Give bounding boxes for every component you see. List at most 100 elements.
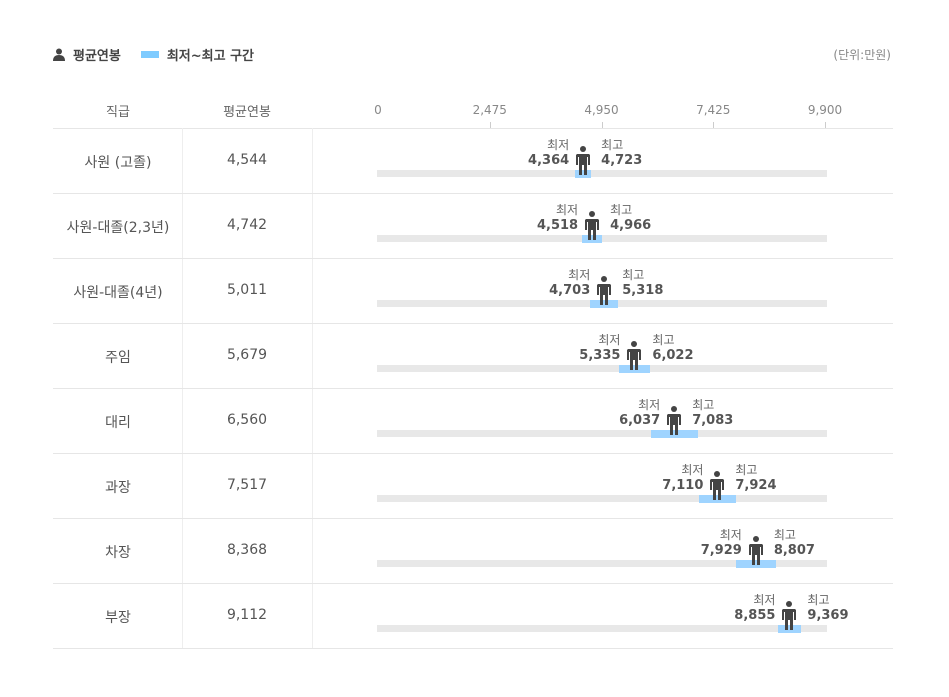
avg-salary-cell: 4,742 (226, 217, 268, 233)
row-divider (53, 323, 893, 324)
unit-label: (단위:만원) (833, 48, 891, 62)
max-value: 4,966 (610, 218, 652, 233)
header-rank: 직급 (106, 105, 130, 120)
max-value: 7,924 (735, 478, 777, 493)
rank-cell: 부장 (105, 610, 131, 626)
person-icon (53, 48, 65, 61)
header-avg: 평균연봉 (223, 105, 271, 120)
row-divider (53, 388, 893, 389)
min-caption: 최저 (556, 203, 579, 217)
min-value: 4,518 (536, 218, 579, 233)
average-person-icon (781, 601, 797, 630)
axis-tick-label: 0 (374, 103, 382, 117)
min-label: 최저 7,929 (701, 527, 742, 559)
average-person-icon (626, 341, 642, 370)
range-bar (699, 495, 736, 503)
avg-salary-cell: 9,112 (226, 607, 268, 623)
max-caption: 최고 (773, 528, 796, 542)
rank-cell: 과장 (105, 480, 131, 496)
max-value: 8,807 (773, 543, 815, 558)
max-label: 최고 5,318 (622, 267, 663, 299)
max-value: 7,083 (692, 413, 734, 428)
range-track (377, 430, 827, 437)
min-label: 최저 6,037 (619, 397, 660, 429)
max-value: 6,022 (652, 348, 694, 363)
max-label: 최고 4,966 (610, 202, 651, 234)
legend-range-swatch (140, 51, 159, 58)
min-label: 최저 4,518 (537, 202, 578, 234)
min-value: 8,855 (734, 608, 776, 623)
row-divider (53, 193, 893, 194)
range-bar (736, 560, 776, 568)
average-person-icon (748, 536, 764, 565)
max-caption: 최고 (735, 463, 758, 477)
max-caption: 최고 (652, 333, 675, 347)
avg-salary-cell: 4,544 (226, 152, 268, 168)
header-divider (53, 128, 893, 129)
max-label: 최고 4,723 (601, 137, 642, 169)
min-caption: 최저 (638, 398, 661, 412)
rank-cell: 주임 (105, 350, 131, 366)
avg-salary-cell: 6,560 (226, 412, 268, 428)
average-person-icon (666, 406, 682, 435)
min-label: 최저 8,855 (734, 592, 775, 624)
min-value: 4,703 (549, 283, 591, 298)
max-label: 최고 6,022 (652, 332, 693, 364)
min-caption: 최저 (547, 138, 570, 152)
max-label: 최고 7,083 (692, 397, 733, 429)
avg-salary-cell: 7,517 (226, 477, 268, 493)
legend-range: 최저~최고 구간 (166, 49, 255, 64)
avg-salary-cell: 8,368 (226, 542, 268, 558)
range-bar (650, 430, 698, 438)
rank-cell: 차장 (105, 545, 131, 561)
max-value: 9,369 (807, 608, 849, 623)
min-value: 6,037 (619, 413, 661, 428)
rank-cell: 대리 (105, 415, 131, 431)
range-track (377, 170, 827, 177)
min-caption: 최저 (568, 268, 591, 282)
range-track (377, 495, 827, 502)
row-divider (53, 648, 893, 649)
min-caption: 최저 (598, 333, 621, 347)
range-track (377, 560, 827, 567)
row-divider (53, 583, 893, 584)
max-caption: 최고 (610, 203, 633, 217)
min-label: 최저 7,110 (662, 462, 703, 494)
min-value: 7,110 (662, 478, 704, 493)
min-label: 최저 4,364 (528, 137, 569, 169)
rank-cell: 사원-대졸(2,3년) (66, 220, 170, 236)
axis-tick-mark (713, 122, 715, 128)
row-divider (53, 453, 893, 454)
min-label: 최저 5,335 (579, 332, 620, 364)
min-value: 7,929 (700, 543, 742, 558)
max-caption: 최고 (622, 268, 645, 282)
row-divider (53, 258, 893, 259)
avg-salary-cell: 5,679 (226, 347, 268, 363)
min-caption: 최저 (681, 463, 704, 477)
axis-tick-label: 4,950 (584, 103, 619, 117)
max-value: 4,723 (601, 153, 643, 168)
legend-avg: 평균연봉 (73, 49, 121, 64)
axis-tick-label: 9,900 (807, 103, 843, 117)
max-label: 최고 9,369 (807, 592, 848, 624)
range-bar (618, 365, 650, 373)
average-person-icon (575, 146, 591, 175)
average-person-icon (709, 471, 725, 500)
avg-salary-cell: 5,011 (226, 282, 268, 298)
min-value: 5,335 (579, 348, 621, 363)
average-person-icon (596, 276, 612, 305)
range-bar (590, 300, 619, 308)
axis-tick-mark (825, 122, 826, 128)
max-caption: 최고 (601, 138, 624, 152)
min-label: 최저 4,703 (549, 267, 590, 299)
max-caption: 최고 (807, 593, 830, 607)
average-person-icon (584, 211, 600, 240)
max-label: 최고 8,807 (774, 527, 815, 559)
rank-cell: 사원-대졸(4년) (73, 285, 163, 301)
axis-tick-mark (489, 122, 491, 128)
range-bar (581, 235, 603, 243)
max-label: 최고 7,924 (735, 462, 776, 494)
range-bar (575, 170, 592, 178)
range-track (377, 365, 827, 372)
